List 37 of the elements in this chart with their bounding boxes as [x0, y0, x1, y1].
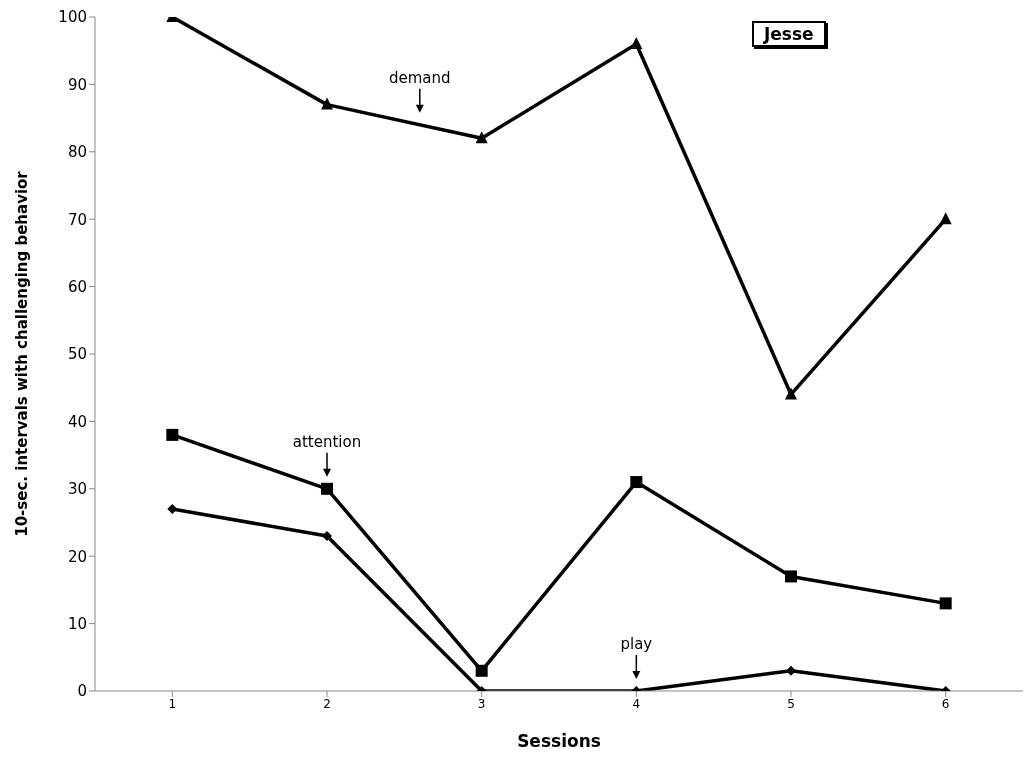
x-axis-title: Sessions	[517, 731, 601, 751]
x-tick-label: 6	[941, 696, 950, 711]
y-tick-label: 10	[67, 614, 87, 633]
y-tick-label: 30	[67, 480, 87, 499]
y-tick-label: 100	[58, 8, 87, 27]
point	[475, 664, 488, 677]
y-tick-label: 20	[67, 547, 87, 566]
point	[167, 504, 178, 515]
annotation: demand	[389, 68, 451, 87]
y-tick-label: 80	[67, 143, 87, 162]
point	[939, 597, 952, 610]
point	[786, 665, 796, 676]
x-tick-label: 1	[168, 696, 177, 711]
point	[630, 476, 643, 489]
point	[321, 97, 333, 110]
point	[785, 387, 797, 400]
point	[475, 131, 488, 144]
x-tick-label: 5	[787, 696, 795, 711]
y-tick-label: 40	[67, 412, 87, 431]
point	[322, 530, 332, 541]
x-tick-label: 3	[477, 696, 486, 711]
y-tick-label: 50	[67, 345, 87, 364]
y-tick-label: 0	[77, 682, 87, 701]
chart-title: Jesse	[752, 21, 826, 47]
x-tick-label: 2	[323, 696, 331, 711]
y-axis-title: 10-sec. intervals with challenging behavior	[13, 170, 32, 537]
annotation: play	[620, 635, 653, 653]
annotation: attention	[292, 432, 362, 451]
point	[321, 482, 333, 495]
y-tick-label: 60	[67, 277, 87, 296]
point	[785, 570, 797, 583]
y-tick-label: 70	[67, 210, 87, 229]
x-tick-label: 4	[632, 696, 641, 711]
point	[939, 212, 952, 225]
point	[166, 428, 179, 441]
y-tick-label: 90	[67, 75, 87, 94]
point	[630, 36, 643, 49]
